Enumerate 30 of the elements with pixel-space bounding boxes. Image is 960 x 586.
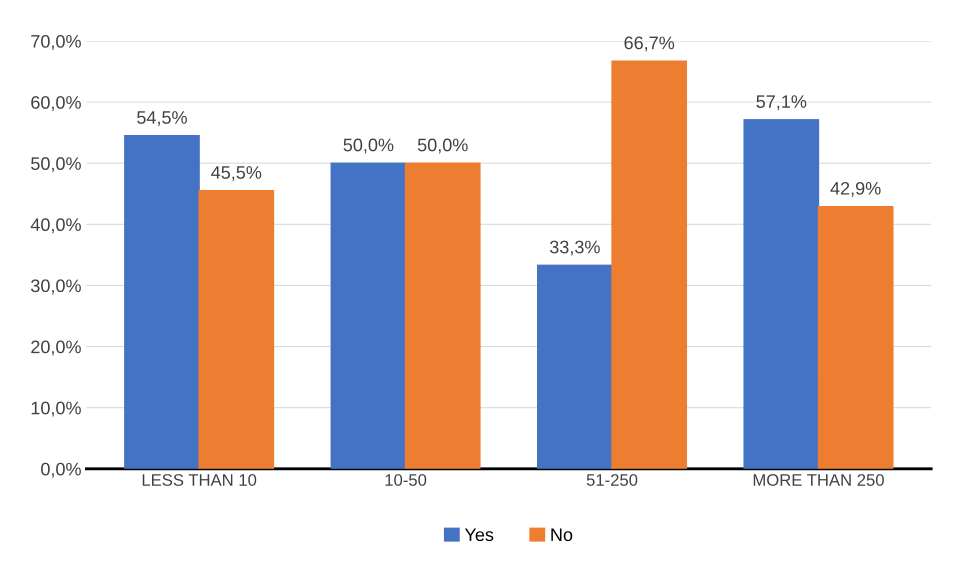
bar	[404, 162, 481, 469]
y-tick-label: 40,0%	[30, 218, 81, 234]
y-tick-label: 20,0%	[31, 340, 81, 356]
x-tick-label: 51-250	[586, 474, 638, 486]
data-label: 66,7%	[624, 36, 674, 52]
bar	[124, 135, 200, 469]
y-tick-label: 60,0%	[31, 96, 81, 111]
data-label: 50,0%	[344, 138, 394, 154]
data-label: 42,9%	[830, 182, 881, 197]
bar	[198, 190, 274, 469]
y-tick-label: 0,0%	[41, 462, 81, 478]
bar	[818, 206, 894, 469]
data-label: 33,3%	[550, 240, 600, 256]
x-tick-label: LESS THAN 10	[142, 474, 256, 486]
x-tick-label: 10-50	[386, 474, 426, 486]
bar	[330, 162, 406, 469]
legend-label: Yes	[464, 528, 494, 542]
y-tick-label: 50,0%	[31, 157, 81, 172]
bar	[537, 264, 613, 469]
data-label: 57,1%	[756, 95, 806, 110]
bar	[743, 119, 820, 469]
data-label: 50,0%	[418, 138, 468, 154]
data-label: 54,5%	[137, 111, 187, 126]
bar	[611, 60, 688, 469]
data-label: 45,5%	[211, 166, 262, 181]
y-tick-label: 10,0%	[32, 402, 81, 417]
y-tick-label: 30,0%	[31, 279, 81, 294]
legend-label: No	[551, 528, 572, 542]
y-tick-label: 70,0%	[31, 34, 81, 50]
x-tick-label: MORE THAN 250	[754, 474, 884, 486]
